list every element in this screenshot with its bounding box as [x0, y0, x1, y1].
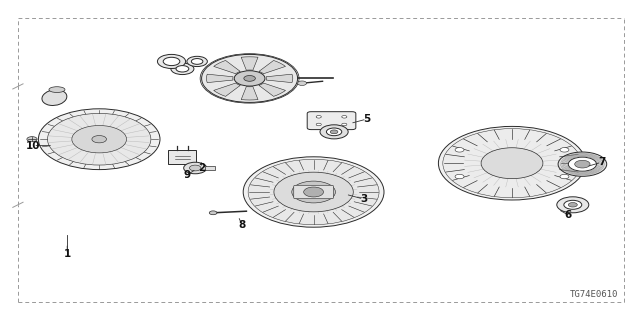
Text: 9: 9: [183, 170, 191, 180]
Circle shape: [558, 152, 607, 176]
Circle shape: [191, 59, 203, 64]
Circle shape: [187, 56, 207, 67]
Polygon shape: [214, 60, 240, 74]
Circle shape: [560, 174, 569, 179]
Circle shape: [234, 71, 265, 86]
Circle shape: [316, 116, 321, 118]
Circle shape: [38, 109, 160, 170]
Circle shape: [568, 203, 577, 207]
Circle shape: [316, 123, 321, 126]
Text: 6: 6: [564, 210, 572, 220]
Circle shape: [455, 148, 464, 152]
Circle shape: [438, 126, 586, 200]
Circle shape: [564, 200, 582, 209]
Polygon shape: [241, 87, 258, 100]
Ellipse shape: [42, 90, 67, 106]
Circle shape: [568, 157, 596, 171]
Circle shape: [209, 211, 217, 215]
Circle shape: [481, 148, 543, 179]
Circle shape: [92, 136, 106, 143]
Text: 3: 3: [360, 194, 367, 204]
Circle shape: [298, 81, 307, 85]
Text: 5: 5: [363, 114, 371, 124]
Circle shape: [320, 125, 348, 139]
Text: 7: 7: [598, 157, 605, 167]
Circle shape: [557, 197, 589, 213]
Text: TG74E0610: TG74E0610: [570, 290, 618, 299]
Circle shape: [243, 157, 384, 227]
Circle shape: [443, 129, 581, 198]
Circle shape: [184, 162, 207, 174]
Text: 10: 10: [26, 140, 40, 151]
Polygon shape: [241, 57, 258, 70]
Circle shape: [176, 66, 189, 72]
Circle shape: [304, 187, 324, 197]
Polygon shape: [266, 74, 293, 83]
Circle shape: [326, 128, 342, 136]
Circle shape: [330, 130, 338, 134]
Text: 1: 1: [63, 249, 71, 260]
Circle shape: [292, 181, 335, 203]
FancyBboxPatch shape: [294, 185, 333, 199]
Circle shape: [72, 125, 127, 153]
Circle shape: [244, 76, 255, 81]
Circle shape: [202, 54, 298, 102]
Circle shape: [189, 165, 201, 171]
Circle shape: [274, 172, 353, 212]
Circle shape: [455, 174, 464, 179]
Circle shape: [560, 148, 569, 152]
Circle shape: [27, 137, 37, 142]
Polygon shape: [206, 74, 233, 83]
Polygon shape: [214, 83, 240, 96]
Polygon shape: [259, 83, 285, 96]
Text: 2: 2: [198, 163, 205, 173]
Circle shape: [171, 63, 194, 75]
Circle shape: [342, 116, 347, 118]
Ellipse shape: [49, 87, 65, 92]
Circle shape: [342, 123, 347, 126]
Bar: [205, 166, 215, 170]
Circle shape: [47, 113, 151, 165]
Polygon shape: [259, 60, 285, 74]
Circle shape: [575, 160, 590, 168]
FancyBboxPatch shape: [168, 150, 196, 164]
Circle shape: [163, 57, 180, 66]
Circle shape: [157, 54, 186, 68]
Text: 8: 8: [238, 220, 246, 230]
Circle shape: [248, 159, 379, 225]
FancyBboxPatch shape: [307, 112, 356, 130]
